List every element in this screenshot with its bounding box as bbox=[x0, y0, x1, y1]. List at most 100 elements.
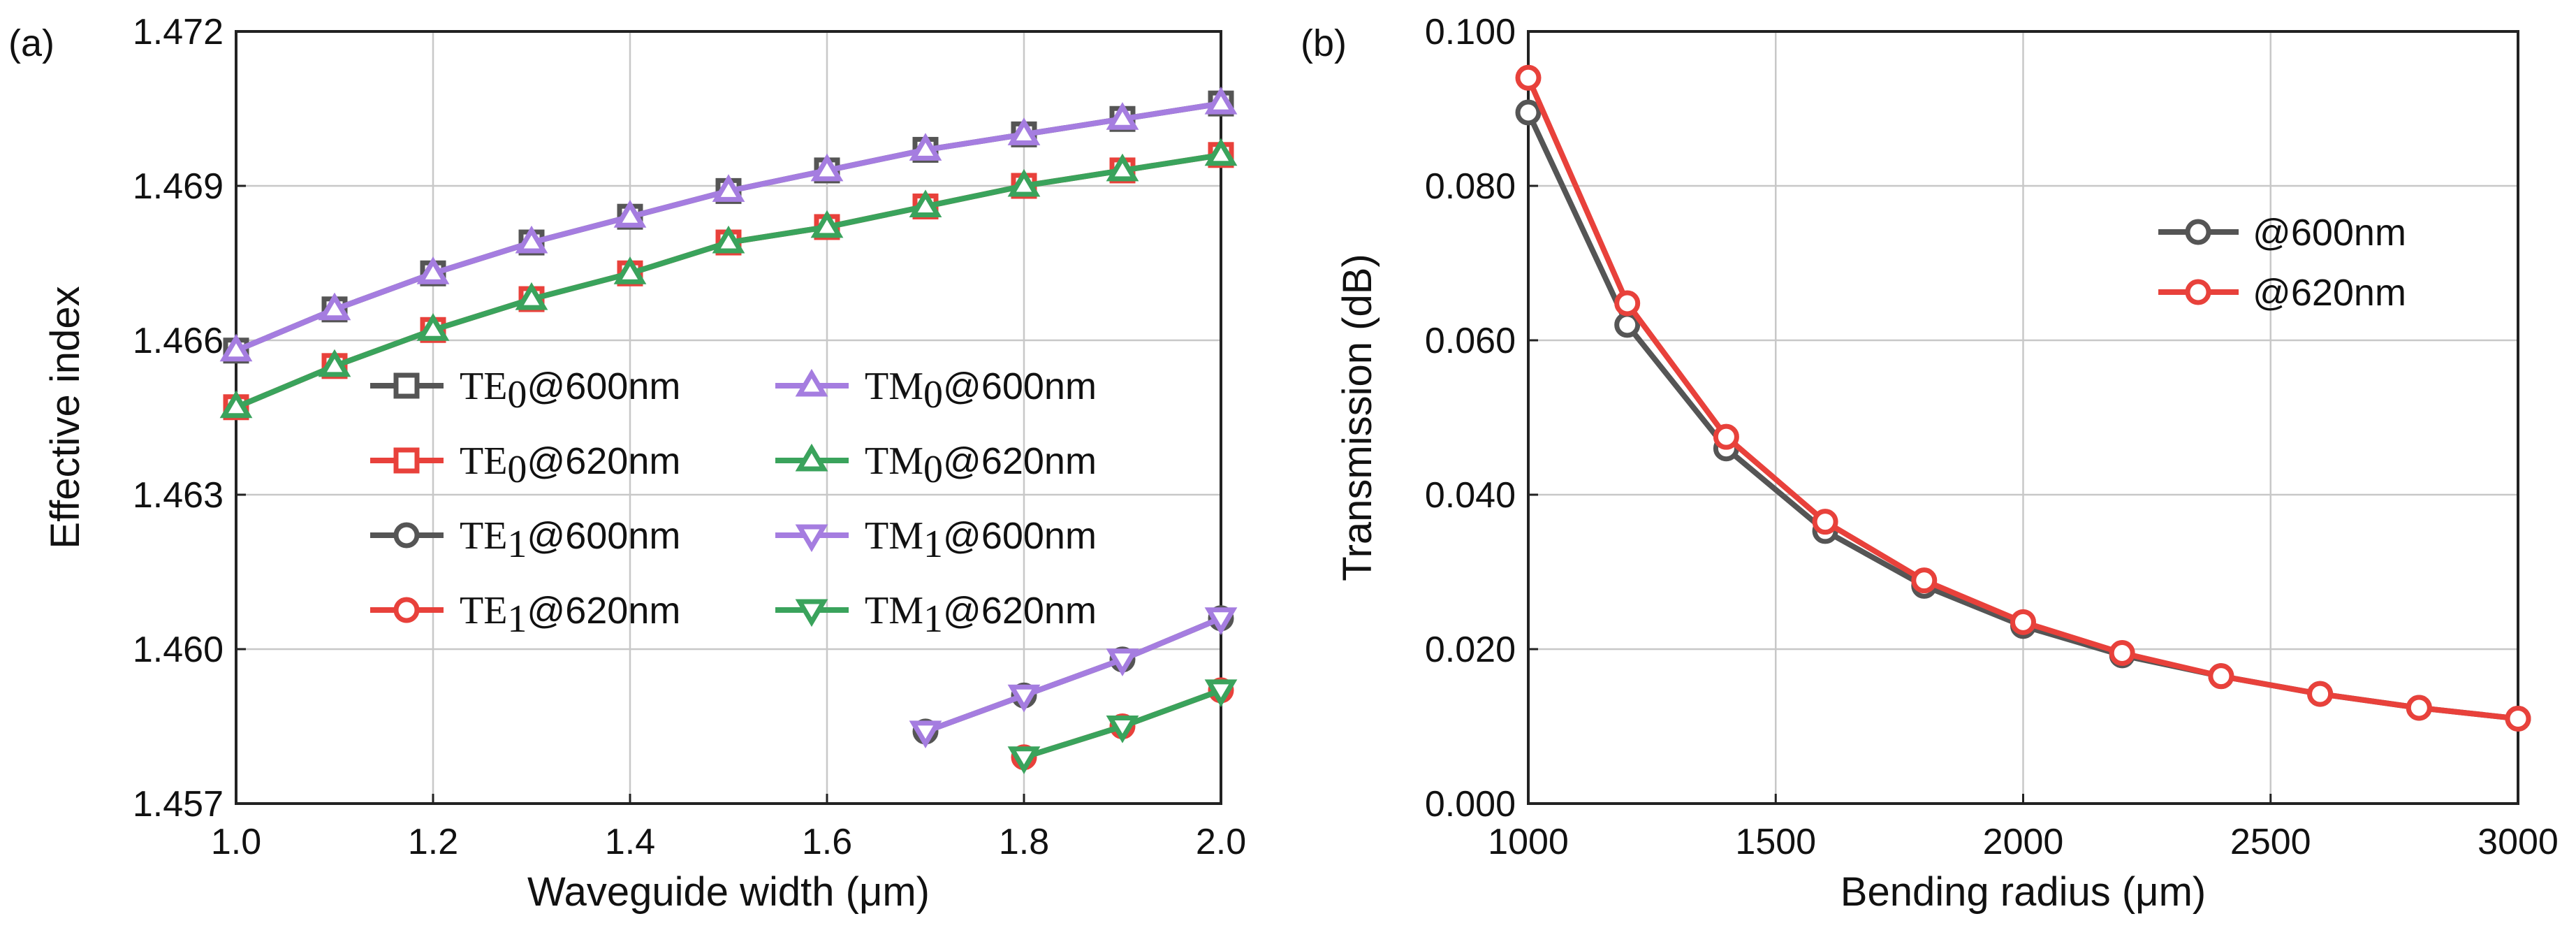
data-point bbox=[909, 189, 942, 217]
data-point bbox=[515, 225, 548, 254]
legend-label-subscript: 0 bbox=[923, 373, 943, 416]
data-point bbox=[613, 256, 647, 284]
y-axis-label: Effective index bbox=[43, 286, 88, 549]
legend-label-base: TM bbox=[865, 514, 923, 558]
data-point bbox=[1007, 168, 1041, 197]
data-point bbox=[1204, 138, 1238, 166]
legend-label-subscript: 1 bbox=[923, 597, 943, 641]
legend-marker bbox=[393, 372, 420, 399]
legend-marker bbox=[2185, 219, 2211, 245]
x-tick-label: 2.0 bbox=[1196, 822, 1246, 862]
series-TM0@600nm bbox=[219, 86, 1238, 362]
data-point bbox=[613, 200, 647, 228]
data-point bbox=[2109, 640, 2135, 667]
data-point bbox=[1911, 567, 1938, 594]
legend-label-suffix: @600nm bbox=[527, 515, 680, 557]
y-tick-label: 0.060 bbox=[1425, 321, 1516, 361]
legend-marker bbox=[795, 443, 828, 472]
legend-label: TM0@600nm bbox=[865, 365, 1097, 416]
x-tick-label: 1500 bbox=[1735, 822, 1816, 862]
x-tick-label: 1.2 bbox=[408, 822, 458, 862]
legend-label-suffix: @620nm bbox=[943, 590, 1097, 632]
data-point bbox=[318, 292, 351, 321]
data-point bbox=[810, 210, 844, 238]
x-axis-label: Waveguide width (μm) bbox=[527, 869, 930, 915]
legend-marker bbox=[795, 524, 828, 553]
x-tick-label: 1.4 bbox=[605, 822, 655, 862]
y-tick-label: 1.469 bbox=[133, 166, 224, 207]
data-point bbox=[1204, 86, 1238, 115]
legend-label-suffix: @620nm bbox=[527, 440, 680, 482]
y-tick-label: 1.466 bbox=[133, 321, 224, 361]
legend-label: TE1@600nm bbox=[460, 514, 680, 566]
data-point bbox=[1007, 117, 1041, 145]
legend-label: TM1@600nm bbox=[865, 514, 1097, 566]
legend-marker bbox=[2185, 279, 2211, 305]
data-point bbox=[909, 133, 942, 161]
legend-label: TE0@620nm bbox=[460, 440, 680, 491]
legend-label-suffix: @620nm bbox=[943, 440, 1097, 482]
legend-label: TM0@620nm bbox=[865, 440, 1097, 491]
data-point bbox=[1812, 509, 1838, 535]
series-@620nm bbox=[1515, 64, 2531, 732]
x-tick-label: 2000 bbox=[1983, 822, 2064, 862]
data-point bbox=[909, 720, 942, 749]
series-TM1@600nm bbox=[909, 607, 1238, 749]
legend-label-subscript: 1 bbox=[507, 523, 527, 566]
legend-label-base: TE bbox=[460, 365, 507, 408]
data-point bbox=[1204, 607, 1238, 635]
data-point bbox=[515, 282, 548, 310]
legend-label-base: TE bbox=[460, 440, 507, 483]
data-point bbox=[1106, 648, 1139, 676]
legend-item-TM1@600nm: TM1@600nm bbox=[775, 514, 1097, 566]
legend-label: TM1@620nm bbox=[865, 589, 1097, 641]
legend-item-TM0@620nm: TM0@620nm bbox=[775, 440, 1097, 491]
legend-item-TE0@600nm: TE0@600nm bbox=[370, 365, 680, 416]
legend-item-TM1@620nm: TM1@620nm bbox=[775, 589, 1097, 641]
data-point bbox=[2010, 609, 2036, 635]
y-tick-label: 1.460 bbox=[133, 630, 224, 670]
chart-panel-b: 1000 1500 2000 2500 3000 0.000 0.020 0.040 0.060… bbox=[1301, 12, 2559, 915]
legend-marker bbox=[393, 522, 420, 549]
x-tick-label: 2500 bbox=[2230, 822, 2311, 862]
data-point bbox=[318, 349, 351, 377]
data-point bbox=[1106, 716, 1139, 743]
x-tick-label: 1000 bbox=[1488, 822, 1569, 862]
legend-label: TE0@600nm bbox=[460, 365, 680, 416]
x-tick-label: 3000 bbox=[2478, 822, 2559, 862]
data-point bbox=[1106, 153, 1139, 182]
data-point bbox=[1007, 746, 1041, 774]
data-point bbox=[712, 174, 745, 202]
y-tick-label: 1.457 bbox=[133, 784, 224, 825]
legend-marker bbox=[393, 597, 420, 623]
data-point bbox=[219, 333, 253, 362]
y-tick-label: 0.020 bbox=[1425, 630, 1516, 670]
data-point bbox=[1713, 423, 1739, 450]
legend: @600nm @620nm bbox=[2158, 212, 2406, 314]
panel-label: (b) bbox=[1301, 22, 1347, 64]
data-point bbox=[810, 153, 844, 182]
legend-label-suffix: @600nm bbox=[527, 365, 680, 407]
x-tick-label: 1.6 bbox=[802, 822, 852, 862]
data-point bbox=[2505, 705, 2531, 732]
x-tick-label: 1.0 bbox=[211, 822, 261, 862]
legend-label-subscript: 0 bbox=[507, 448, 527, 491]
series-TM0@620nm bbox=[219, 138, 1238, 419]
legend-label-subscript: 1 bbox=[507, 597, 527, 641]
x-tick-label: 1.8 bbox=[999, 822, 1049, 862]
legend-marker bbox=[795, 368, 828, 397]
legend-item-TM0@600nm: TM0@600nm bbox=[775, 365, 1097, 416]
data-point bbox=[416, 256, 450, 284]
legend-item-TE1@620nm: TE1@620nm bbox=[370, 589, 680, 641]
data-point bbox=[1515, 99, 1542, 126]
y-tick-label: 0.100 bbox=[1425, 12, 1516, 52]
legend-label-subscript: 0 bbox=[507, 373, 527, 416]
x-axis-label: Bending radius (μm) bbox=[1840, 869, 2206, 915]
data-point bbox=[1614, 290, 1641, 317]
y-tick-label: 0.080 bbox=[1425, 166, 1516, 207]
legend-label-subscript: 1 bbox=[923, 523, 943, 566]
legend-item-@620nm: @620nm bbox=[2158, 272, 2406, 314]
data-point bbox=[1007, 684, 1041, 713]
legend-label-suffix: @600nm bbox=[943, 515, 1097, 557]
